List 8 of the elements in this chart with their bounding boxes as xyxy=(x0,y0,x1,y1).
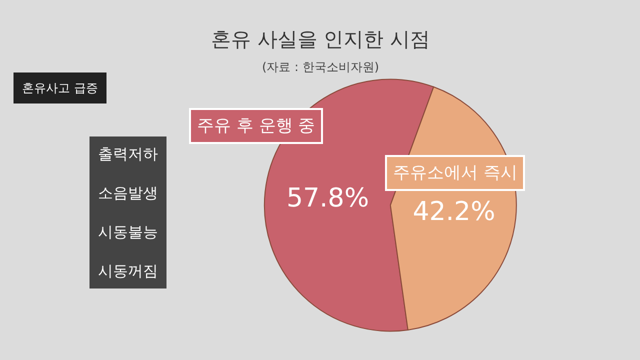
text: 혼유사고 급증 xyxy=(22,81,98,95)
slice-label: 주유 후 운행 중 xyxy=(197,116,316,136)
data-label: 57.8% xyxy=(286,184,370,214)
data-label: 42.2% xyxy=(412,196,496,227)
chart-subtitle: (자료 : 한국소비자원) xyxy=(262,60,380,74)
text: 출력저하 소음발생 시동불능 시동꺼짐 xyxy=(98,145,158,280)
slice-label: 주유소에서 즉시 xyxy=(393,163,518,183)
chart-title: 혼유 사실을 인지한 시점 xyxy=(211,27,430,51)
